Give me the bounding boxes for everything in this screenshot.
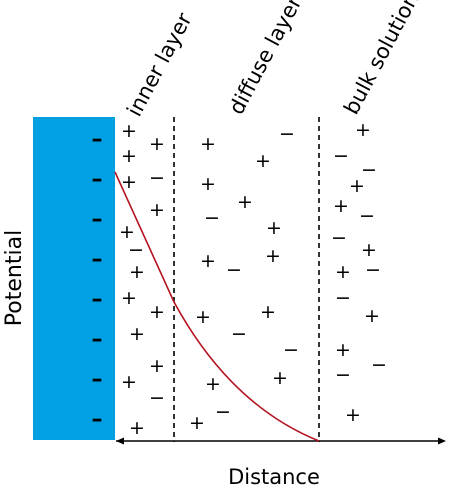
electrode-minus: –	[92, 127, 103, 152]
plus-ion: +	[189, 412, 205, 434]
plus-ion: +	[335, 339, 351, 361]
minus-ion: −	[226, 259, 242, 281]
electrode-minus: –	[92, 207, 103, 232]
distance-axis-arrow-left	[116, 437, 124, 445]
potential-curve	[114, 171, 320, 442]
minus-ion: −	[283, 339, 299, 361]
plus-ion: +	[121, 120, 137, 142]
plus-ion: +	[364, 305, 380, 327]
minus-ion: −	[365, 259, 381, 281]
plus-ion: +	[119, 221, 135, 243]
minus-ion: −	[231, 323, 247, 345]
minus-ion: −	[279, 123, 295, 145]
plus-ion: +	[129, 323, 145, 345]
electrode	[33, 117, 115, 440]
ion-signs: +++++++++++++++++++++++++++++++++−−−−−−−…	[119, 119, 387, 439]
electrode-minus: –	[92, 367, 103, 392]
minus-ion: −	[361, 159, 377, 181]
diffuse-layer-label: diffuse layer	[224, 0, 306, 118]
plus-ion: +	[195, 306, 211, 328]
minus-ion: −	[128, 239, 144, 261]
minus-ion: −	[149, 387, 165, 409]
plus-ion: +	[355, 119, 371, 141]
plus-ion: +	[237, 191, 253, 213]
minus-ion: −	[333, 145, 349, 167]
plus-ion: +	[333, 195, 349, 217]
electrode-minus: –	[92, 327, 103, 352]
minus-ion: −	[335, 287, 351, 309]
plus-ion: +	[149, 133, 165, 155]
inner-layer-label: inner layer	[122, 9, 197, 121]
plus-ion: +	[345, 404, 361, 426]
plus-ion: +	[205, 373, 221, 395]
minus-ion: −	[204, 207, 220, 229]
distance-axis-arrow-right	[438, 437, 446, 445]
electrode-minus: –	[92, 287, 103, 312]
minus-ion: −	[359, 205, 375, 227]
plus-ion: +	[335, 261, 351, 283]
electrode-charges: – – – – – – – –	[92, 127, 103, 432]
x-axis-title: Distance	[228, 465, 320, 489]
minus-ion: −	[149, 167, 165, 189]
plus-ion: +	[272, 367, 288, 389]
plus-ion: +	[121, 371, 137, 393]
electrode-minus: –	[92, 407, 103, 432]
electrode-minus: –	[92, 247, 103, 272]
plus-ion: +	[121, 171, 137, 193]
plus-ion: +	[361, 239, 377, 261]
plus-ion: +	[200, 133, 216, 155]
plus-ion: +	[260, 301, 276, 323]
plus-ion: +	[349, 175, 365, 197]
plus-ion: +	[200, 250, 216, 272]
plus-ion: +	[266, 217, 282, 239]
plus-ion: +	[200, 173, 216, 195]
plus-ion: +	[149, 199, 165, 221]
minus-ion: −	[371, 354, 387, 376]
plus-ion: +	[149, 355, 165, 377]
plus-ion: +	[121, 145, 137, 167]
minus-ion: −	[335, 364, 351, 386]
y-axis-title: Potential	[2, 230, 27, 326]
plus-ion: +	[121, 287, 137, 309]
electrode-minus: –	[92, 167, 103, 192]
minus-ion: −	[331, 227, 347, 249]
minus-ion: −	[215, 401, 231, 423]
plus-ion: +	[149, 301, 165, 323]
plus-ion: +	[129, 261, 145, 283]
plus-ion: +	[265, 245, 281, 267]
plus-ion: +	[129, 417, 145, 439]
plus-ion: +	[255, 150, 271, 172]
bulk-solution-label: bulk solution	[339, 0, 423, 118]
